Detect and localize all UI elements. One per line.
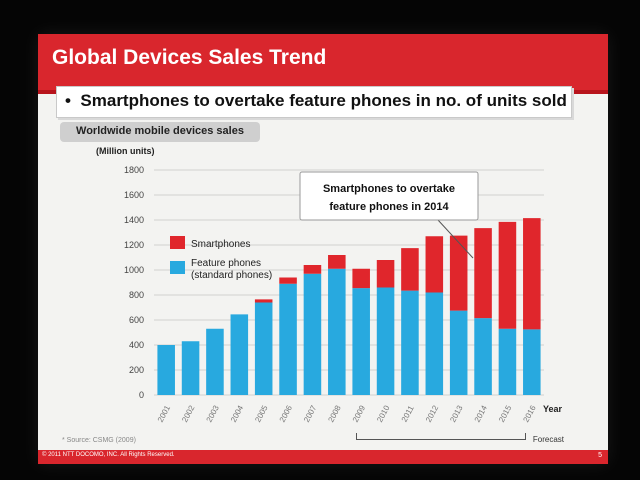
bar-feature-phones-2008 <box>328 268 346 395</box>
bar-feature-phones-2006 <box>279 283 297 395</box>
bar-feature-phones-2004 <box>230 314 249 395</box>
headline-text: Smartphones to overtake feature phones i… <box>80 91 567 110</box>
bar-smartphones-2011 <box>401 248 419 291</box>
y-tick-label: 0 <box>139 390 144 400</box>
bar-smartphones-2013 <box>449 235 468 311</box>
title-bar: Global Devices Sales Trend <box>38 34 608 94</box>
x-ticks: 2001 2002 2003 2004 2005 2006 2007 2008 2009 2010… <box>156 403 538 423</box>
x-tick-label: 2004 <box>229 403 246 423</box>
bar-feature-phones-2003 <box>206 328 224 395</box>
bar-smartphones-2008 <box>328 255 346 269</box>
x-tick-label: 2016 <box>521 403 538 423</box>
y-tick-label: 200 <box>129 365 144 375</box>
bar-feature-phones-2001 <box>157 345 175 395</box>
forecast-label: Forecast <box>532 435 564 444</box>
bar-smartphones-2014 <box>474 228 492 319</box>
x-tick-label: 2011 <box>400 404 416 424</box>
bar-feature-phones-2012 <box>425 292 444 395</box>
y-tick-label: 800 <box>129 290 144 300</box>
y-tick-label: 1400 <box>124 215 144 225</box>
x-tick-label: 2005 <box>253 403 270 423</box>
slide: Global Devices Sales Trend • Smartphones… <box>38 34 608 464</box>
x-tick-label: 2013 <box>448 403 465 423</box>
x-tick-label: 2007 <box>302 403 319 423</box>
y-axis-label: (Million units) <box>96 146 155 156</box>
legend-label-feature-phones-sub: (standard phones) <box>191 270 272 281</box>
x-axis-label: Year <box>543 404 563 414</box>
source-note: * Source: CSMG (2009) <box>62 437 136 444</box>
page-number: 5 <box>598 452 602 459</box>
bar-smartphones-2016 <box>523 218 541 330</box>
copyright: © 2011 NTT DOCOMO, INC. All Rights Reser… <box>42 452 175 458</box>
bar-feature-phones-2010 <box>376 287 395 395</box>
callout-line-2: feature phones in 2014 <box>329 201 449 213</box>
forecast-bracket <box>356 433 526 440</box>
callout-line-1: Smartphones to overtake <box>323 183 455 195</box>
y-tick-label: 1000 <box>124 265 144 275</box>
x-tick-label: 2001 <box>156 403 173 423</box>
legend: Smartphones Feature phones (standard pho… <box>170 236 272 281</box>
bar-smartphones-2006 <box>279 277 297 284</box>
bar-smartphones-2015 <box>498 221 517 329</box>
y-tick-label: 1800 <box>124 165 144 175</box>
chart-subtitle: Worldwide mobile devices sales <box>76 125 244 137</box>
bar-feature-phones-2005 <box>254 302 273 395</box>
callout-pointer <box>437 219 474 259</box>
x-tick-label: 2002 <box>180 403 197 423</box>
bar-feature-phones-2013 <box>449 310 468 395</box>
headline-box: • Smartphones to overtake feature phones… <box>56 86 572 118</box>
bar-smartphones-2005 <box>254 299 273 303</box>
x-tick-label: 2010 <box>375 403 392 423</box>
headline: • Smartphones to overtake feature phones… <box>65 91 567 111</box>
x-tick-label: 2008 <box>326 403 343 423</box>
slide-title: Global Devices Sales Trend <box>52 46 327 69</box>
legend-label-smartphones: Smartphones <box>191 239 250 250</box>
y-tick-label: 1600 <box>124 190 144 200</box>
bar-feature-phones-2009 <box>352 288 370 395</box>
bar-smartphones-2010 <box>376 260 395 288</box>
x-tick-label: 2003 <box>205 403 222 423</box>
footer-bar: © 2011 NTT DOCOMO, INC. All Rights Reser… <box>38 450 608 464</box>
bar-feature-phones-2002 <box>181 341 200 395</box>
legend-swatch-smartphones <box>170 236 185 249</box>
x-tick-label: 2015 <box>497 403 514 423</box>
y-tick-label: 600 <box>129 315 144 325</box>
y-ticks: 0 200 400 600 800 1000 1200 1400 1600 1800 <box>124 165 144 400</box>
x-tick-label: 2006 <box>278 403 295 423</box>
bar-smartphones-2007 <box>303 265 322 274</box>
y-tick-label: 400 <box>129 340 144 350</box>
bar-smartphones-2012 <box>425 236 444 293</box>
chart-subtitle-pill: Worldwide mobile devices sales <box>60 122 260 142</box>
annotation-callout: Smartphones to overtake feature phones i… <box>299 171 479 259</box>
bars <box>157 218 541 395</box>
bar-feature-phones-2014 <box>474 318 492 395</box>
legend-swatch-feature-phones <box>170 261 185 274</box>
callout-box <box>299 171 479 221</box>
x-tick-label: 2014 <box>473 403 490 423</box>
bar-feature-phones-2016 <box>523 329 541 395</box>
x-tick-label: 2009 <box>351 403 368 423</box>
bar-feature-phones-2011 <box>401 290 419 395</box>
bar-feature-phones-2007 <box>303 273 322 395</box>
bar-smartphones-2009 <box>352 268 370 289</box>
bullet: • <box>65 91 71 110</box>
bar-feature-phones-2015 <box>498 328 517 395</box>
legend-label-feature-phones: Feature phones <box>191 258 261 269</box>
y-tick-label: 1200 <box>124 240 144 250</box>
x-tick-label: 2012 <box>424 403 441 423</box>
